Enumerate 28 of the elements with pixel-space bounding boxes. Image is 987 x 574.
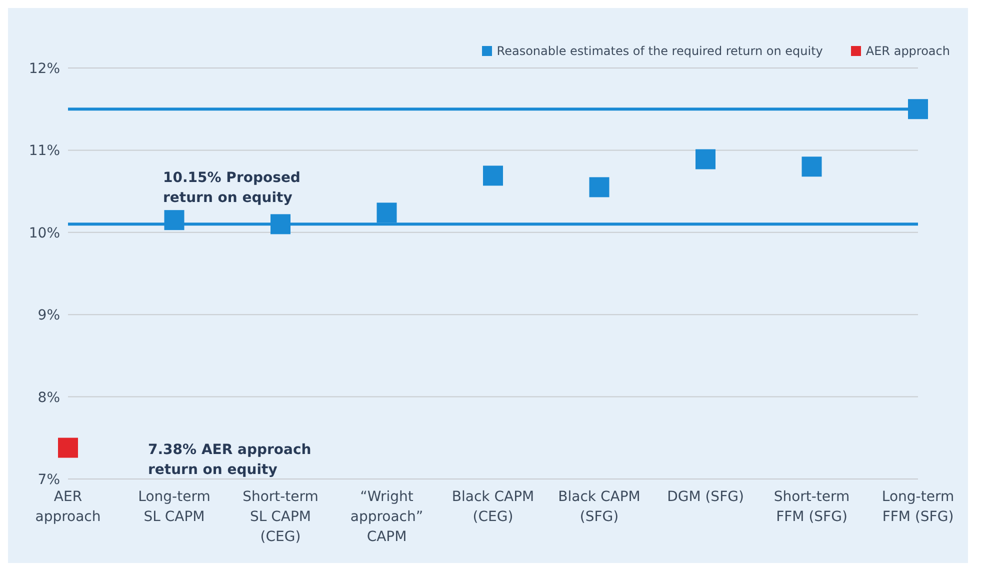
x-tick-label: Short-term FFM (SFG) (774, 489, 850, 525)
legend-label: Reasonable estimates of the required return on equity (496, 44, 823, 58)
point (270, 214, 290, 234)
point (589, 177, 610, 198)
x-tick-label: DGM (SFG) (667, 489, 744, 505)
x-tick-label: Black CAPM (CEG) (452, 489, 534, 525)
y-tick-label: 8% (38, 390, 60, 406)
legend-label: AER approach (866, 44, 950, 58)
x-tick-label: Long-term FFM (SFG) (882, 489, 954, 525)
point (164, 210, 184, 230)
y-tick-label: 9% (38, 308, 60, 324)
point (58, 438, 78, 458)
x-tick-label: Black CAPM (SFG) (558, 489, 640, 525)
point (376, 202, 397, 223)
y-tick-label: 7% (38, 472, 60, 488)
y-tick-label: 10% (28, 225, 60, 242)
point (908, 99, 928, 120)
annotation: 10.15% Proposed return on equity (163, 169, 300, 208)
x-tick-label: AER approach (35, 489, 101, 525)
y-tick-label: 11% (28, 143, 60, 160)
x-tick-label: Long-term SL CAPM (138, 489, 210, 525)
point (483, 166, 503, 186)
x-tick-label: “Wright approach” CAPM (350, 489, 424, 545)
y-tick-label: 12% (28, 60, 60, 77)
annotation: 7.38% AER approach return on equity (148, 441, 312, 480)
point (802, 156, 822, 177)
x-tick-label: Short-term SL CAPM (CEG) (242, 489, 318, 545)
point (696, 149, 716, 170)
